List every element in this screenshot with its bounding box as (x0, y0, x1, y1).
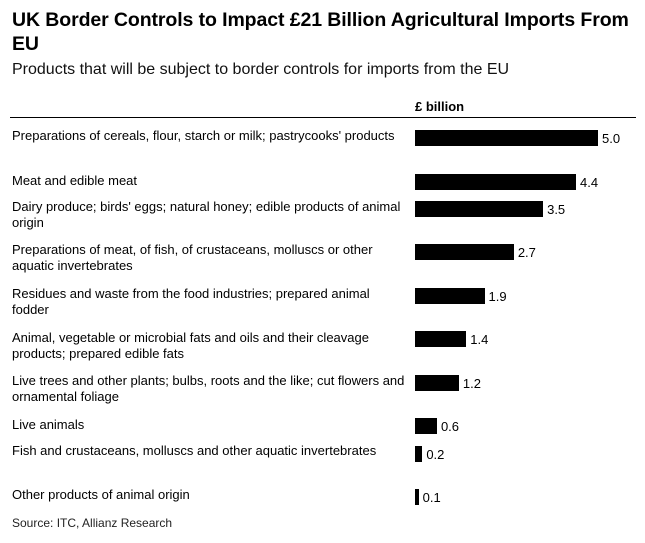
source-note: Source: ITC, Allianz Research (12, 516, 173, 530)
bar (415, 418, 437, 434)
bar (415, 130, 598, 146)
category-label: Dairy produce; birds' eggs; natural hone… (12, 199, 401, 230)
value-label: 3.5 (547, 202, 566, 217)
value-label: 1.2 (462, 376, 481, 391)
chart-title: UK Border Controls to Impact £21 Billion… (12, 9, 629, 55)
bar (415, 489, 419, 505)
category-label: Live animals (12, 417, 85, 432)
bar (415, 244, 514, 260)
bar (415, 375, 459, 391)
value-label: 1.4 (470, 332, 489, 347)
category-label: Fish and crustaceans, molluscs and other… (12, 443, 377, 458)
value-label: 0.1 (422, 490, 441, 505)
category-label: Meat and edible meat (12, 173, 138, 188)
value-label: 0.2 (426, 447, 445, 462)
value-label: 5.0 (602, 131, 621, 146)
category-label: Animal, vegetable or microbial fats and … (12, 330, 369, 361)
category-label: Other products of animal origin (12, 487, 190, 502)
header-rule (10, 117, 636, 118)
category-label: Residues and waste from the food industr… (12, 286, 370, 317)
value-label: 2.7 (517, 245, 536, 260)
bar (415, 174, 577, 190)
bar (415, 446, 423, 462)
bar (415, 288, 485, 304)
category-label: Preparations of cereals, flour, starch o… (12, 128, 395, 143)
chart-subtitle: Products that will be subject to border … (12, 61, 510, 78)
bar (415, 331, 467, 347)
value-label: 4.4 (580, 175, 599, 190)
category-label: Live trees and other plants; bulbs, root… (12, 373, 405, 404)
unit-label: £ billion (415, 99, 465, 114)
category-label: Preparations of meat, of fish, of crusta… (12, 242, 373, 273)
value-label: 0.6 (440, 419, 460, 434)
value-label: 1.9 (488, 289, 507, 304)
bar (415, 201, 544, 217)
